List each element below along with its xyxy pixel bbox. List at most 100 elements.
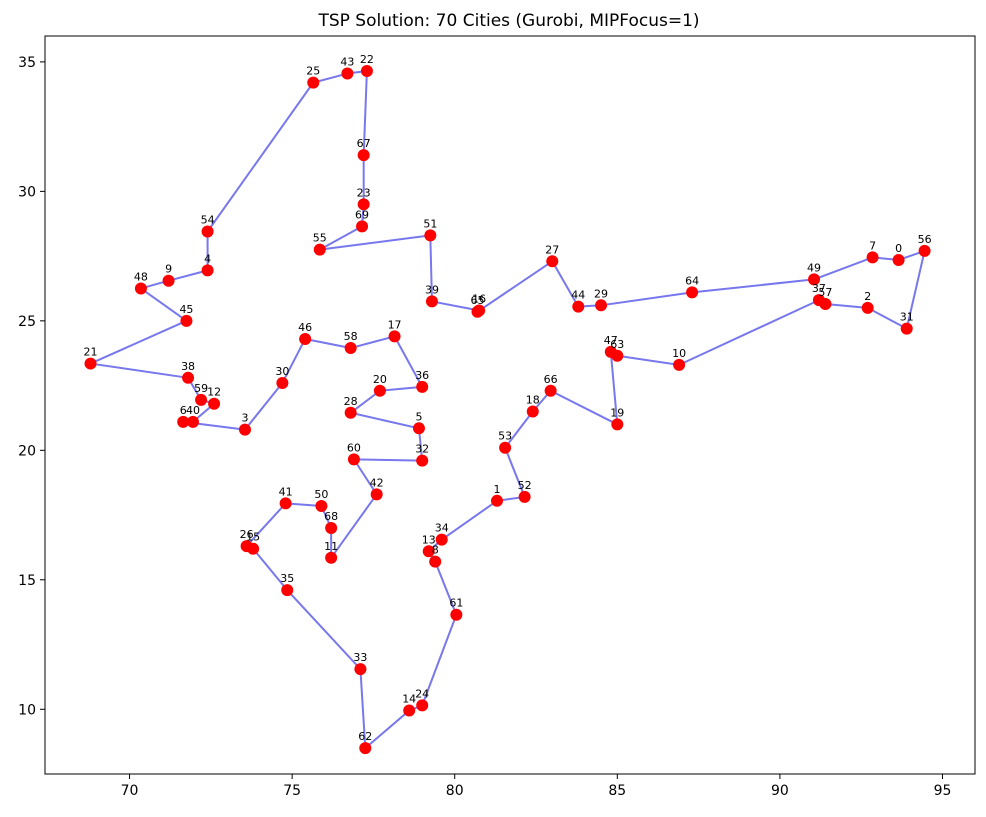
city-point: [208, 397, 221, 410]
city-point: [403, 704, 416, 717]
city-label: 21: [84, 346, 98, 359]
route-segment: [167, 269, 209, 282]
city-label: 62: [358, 730, 372, 743]
city-point: [344, 342, 357, 355]
city-point: [370, 488, 383, 501]
city-label: 40: [186, 404, 200, 417]
city-point: [526, 405, 539, 418]
route-lines: [89, 69, 926, 750]
chart-title: TSP Solution: 70 Cities (Gurobi, MIPFocu…: [317, 11, 699, 31]
route-segment: [318, 225, 364, 251]
city-label: 60: [347, 441, 361, 454]
x-tick-label: 95: [934, 783, 952, 799]
city-label: 68: [324, 510, 338, 523]
city-point: [866, 251, 879, 264]
city-label: 57: [818, 286, 832, 299]
city-label: 26: [240, 528, 254, 541]
city-label: 43: [340, 56, 354, 69]
city-point: [425, 295, 438, 308]
city-point: [180, 314, 193, 327]
city-point: [281, 584, 294, 597]
route-segment: [616, 354, 681, 366]
city-point: [134, 282, 147, 295]
city-label: 18: [526, 393, 540, 406]
route-segment: [476, 260, 554, 313]
route-segment: [678, 299, 820, 366]
city-label: 3: [241, 412, 248, 425]
route-segment: [430, 300, 481, 312]
city-point: [201, 264, 214, 277]
city-label: 23: [357, 186, 371, 199]
route-segment: [243, 381, 284, 431]
city-label: 35: [280, 572, 294, 585]
city-label: 37: [812, 282, 826, 295]
city-point: [518, 490, 531, 503]
city-point: [315, 499, 328, 512]
route-segment: [378, 385, 424, 392]
city-point: [354, 663, 367, 676]
city-point: [471, 305, 484, 318]
route-segment: [440, 499, 498, 541]
city-point: [356, 220, 369, 233]
route-segment: [421, 613, 458, 707]
route-segment: [352, 458, 378, 496]
route-segment: [429, 234, 433, 303]
city-label: 4: [204, 252, 211, 265]
city-label: 48: [134, 270, 148, 283]
city-point: [499, 441, 512, 454]
city-label: 7: [869, 239, 876, 252]
city-label: 32: [415, 443, 429, 456]
city-label: 65: [470, 294, 484, 307]
city-point: [429, 555, 442, 568]
city-label: 15: [246, 531, 260, 544]
city-label: 5: [415, 410, 422, 423]
city-label: 8: [432, 544, 439, 557]
route-segment: [330, 493, 378, 559]
city-point: [572, 300, 585, 313]
city-point: [238, 423, 251, 436]
city-point: [861, 301, 874, 314]
city-label: 59: [194, 382, 208, 395]
city-label: 67: [357, 137, 371, 150]
city-label: 39: [425, 283, 439, 296]
route-segment: [551, 260, 580, 308]
route-segment: [504, 446, 526, 498]
city-point: [325, 551, 338, 564]
city-label: 17: [388, 318, 402, 331]
y-tick-label: 20: [18, 443, 36, 459]
route-segment: [866, 306, 908, 330]
city-point: [240, 540, 253, 553]
route-segment: [245, 502, 287, 548]
city-point: [357, 149, 370, 162]
city-point: [416, 454, 429, 467]
city-point: [359, 742, 372, 755]
city-label: 0: [895, 242, 902, 255]
city-point: [373, 384, 386, 397]
route-segment: [813, 256, 874, 281]
route-segment: [206, 81, 315, 233]
route-segment: [318, 234, 432, 251]
city-label: 61: [449, 597, 463, 610]
city-label: 49: [807, 261, 821, 274]
city-point: [900, 322, 913, 335]
city-label: 52: [518, 479, 532, 492]
city-label: 58: [344, 330, 358, 343]
city-points: [84, 64, 931, 755]
city-label: 29: [594, 287, 608, 300]
route-segment: [349, 411, 420, 430]
y-axis: 10 15 20 25 30 35: [18, 55, 45, 718]
city-point: [416, 699, 429, 712]
route-segment: [281, 337, 307, 384]
city-label: 66: [544, 373, 558, 386]
route-segment: [691, 278, 816, 294]
city-label: 45: [179, 303, 193, 316]
city-label: 9: [165, 263, 172, 276]
city-point: [490, 494, 503, 507]
city-label: 14: [402, 693, 416, 706]
city-point: [892, 253, 905, 266]
city-point: [412, 422, 425, 435]
city-label: 51: [423, 217, 437, 230]
route-segment: [89, 319, 188, 365]
city-point: [450, 608, 463, 621]
